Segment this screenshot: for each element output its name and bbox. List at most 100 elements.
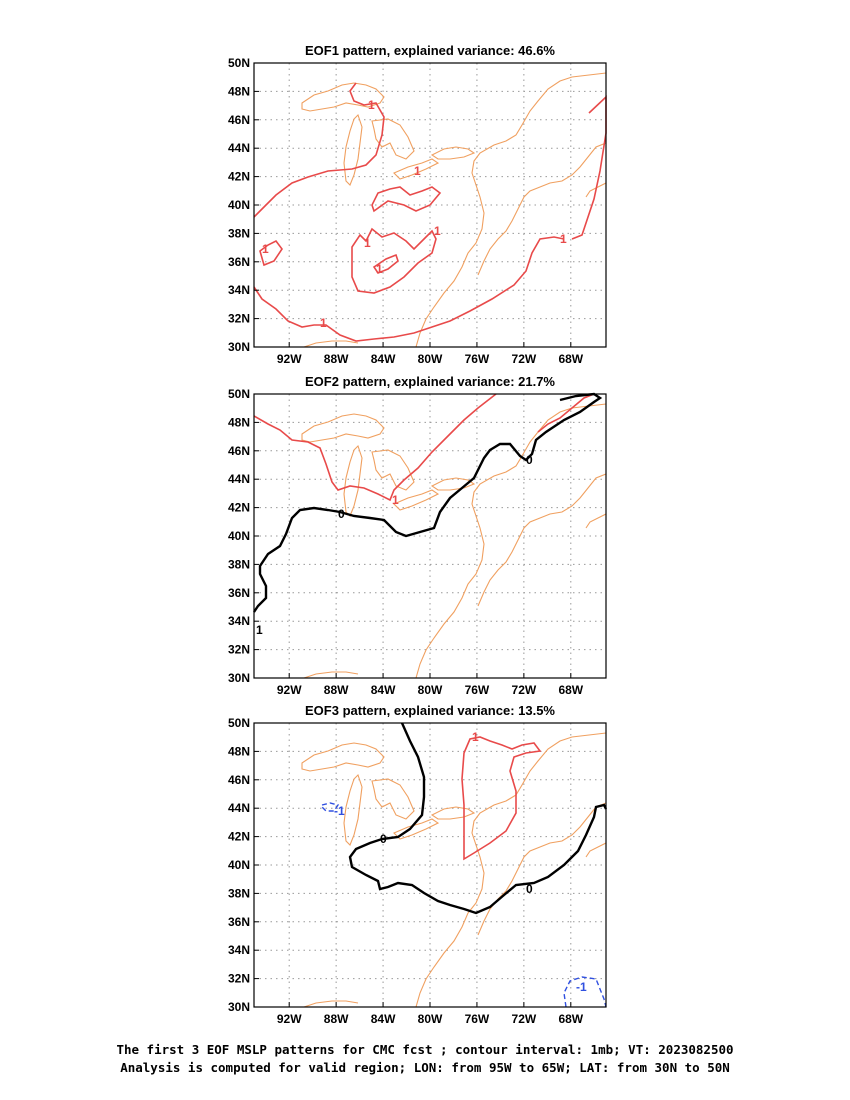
panel-title: EOF3 pattern, explained variance: 13.5%	[305, 703, 555, 718]
x-tick-label: 92W	[277, 1012, 302, 1026]
eof1-panel: 1 1 1 1 1 1 1 1 92W 88W 84W 80W 76W 72W 68W 50…	[228, 43, 607, 366]
y-tick-label: 42N	[228, 170, 250, 184]
y-tick-label: 34N	[228, 943, 250, 957]
contour-positive	[461, 736, 542, 861]
x-tick-label: 92W	[277, 352, 302, 366]
y-axis-ticks: 50N 48N 46N 44N 42N 40N 38N 36N 34N 32N 30N	[228, 56, 259, 354]
contour-positive	[571, 95, 607, 240]
y-tick-label: 46N	[228, 113, 250, 127]
contour-label: 1	[368, 98, 375, 112]
x-tick-label: 76W	[465, 1012, 490, 1026]
x-tick-label: 76W	[465, 683, 490, 697]
y-tick-label: 48N	[228, 744, 250, 758]
y-tick-label: 36N	[228, 586, 250, 600]
contour-label: 1	[320, 316, 327, 330]
contour-zero	[253, 392, 603, 613]
y-tick-label: 40N	[228, 858, 250, 872]
contour-label: 1	[392, 493, 399, 507]
contour-negative	[321, 802, 340, 812]
contour-label: 1	[560, 232, 567, 246]
coastline	[301, 732, 607, 1008]
coastline	[301, 72, 607, 348]
x-tick-label: 80W	[418, 352, 443, 366]
x-tick-label: 84W	[371, 683, 396, 697]
y-tick-label: 40N	[228, 198, 250, 212]
y-tick-label: 36N	[228, 255, 250, 269]
y-tick-label: 30N	[228, 340, 250, 354]
contour-label: -1	[334, 804, 345, 818]
y-tick-label: 30N	[228, 1000, 250, 1014]
x-tick-label: 72W	[512, 352, 537, 366]
contour-label: 0	[526, 453, 533, 467]
eof2-panel: 0 0 1 1 92W 88W 84W 80W 76W 72W 68W 50N 48N 46N 4…	[228, 374, 607, 697]
contour-label: 1	[256, 623, 263, 637]
x-tick-label: 84W	[371, 1012, 396, 1026]
y-tick-label: 50N	[228, 56, 250, 70]
y-axis-ticks: 50N 48N 46N 44N 42N 40N 38N 36N 34N 32N 30N	[228, 387, 259, 685]
y-tick-label: 48N	[228, 84, 250, 98]
contour-label: 1	[364, 236, 371, 250]
contour-positive	[259, 239, 283, 267]
x-tick-label: 68W	[558, 683, 583, 697]
x-tick-label: 68W	[558, 1012, 583, 1026]
contour-label: 1	[472, 730, 479, 744]
panel-title: EOF2 pattern, explained variance: 21.7%	[305, 374, 555, 389]
contour-positive	[371, 186, 442, 213]
x-tick-label: 72W	[512, 683, 537, 697]
contour-positive	[537, 393, 595, 433]
panel-title: EOF1 pattern, explained variance: 46.6%	[305, 43, 555, 58]
y-tick-label: 44N	[228, 801, 250, 815]
y-tick-label: 44N	[228, 472, 250, 486]
y-tick-label: 44N	[228, 141, 250, 155]
graticule-grid	[254, 722, 606, 1008]
y-tick-label: 30N	[228, 671, 250, 685]
y-tick-label: 42N	[228, 830, 250, 844]
contour-label: 1	[434, 224, 441, 238]
figure-caption-line-2: Analysis is computed for valid region; L…	[120, 1060, 730, 1075]
y-tick-label: 38N	[228, 226, 250, 240]
y-tick-label: 34N	[228, 614, 250, 628]
contour-label: -1	[576, 980, 587, 994]
contour-label: 0	[380, 832, 387, 846]
y-tick-label: 42N	[228, 501, 250, 515]
contour-label: 1	[262, 242, 269, 256]
y-tick-label: 48N	[228, 415, 250, 429]
coastline	[301, 403, 607, 679]
y-tick-label: 46N	[228, 444, 250, 458]
contour-label: 0	[526, 882, 533, 896]
contour-negative	[563, 976, 607, 1008]
y-tick-label: 32N	[228, 972, 250, 986]
y-tick-label: 38N	[228, 557, 250, 571]
x-tick-label: 72W	[512, 1012, 537, 1026]
y-tick-label: 50N	[228, 716, 250, 730]
x-tick-label: 88W	[324, 683, 349, 697]
y-tick-label: 32N	[228, 643, 250, 657]
graticule-grid	[254, 393, 606, 679]
contour-label: 0	[338, 507, 345, 521]
contour-label: 1	[376, 262, 383, 276]
y-axis-ticks: 50N 48N 46N 44N 42N 40N 38N 36N 34N 32N 30N	[228, 716, 259, 1014]
contour-zero	[348, 722, 608, 915]
x-tick-label: 84W	[371, 352, 396, 366]
eof3-panel: 0 0 1 -1 -1 92W 88W 84W 80W 76W 72W 68W 50N 48N…	[228, 703, 608, 1026]
x-axis-ticks: 92W 88W 84W 80W 76W 72W 68W	[277, 1002, 584, 1026]
contour-positive	[253, 236, 565, 342]
y-tick-label: 32N	[228, 312, 250, 326]
x-axis-ticks: 92W 88W 84W 80W 76W 72W 68W	[277, 673, 584, 697]
x-tick-label: 88W	[324, 352, 349, 366]
y-tick-label: 36N	[228, 915, 250, 929]
contour-positive	[253, 393, 497, 502]
contour-label: 1	[414, 164, 421, 178]
x-tick-label: 92W	[277, 683, 302, 697]
figure-caption-line-1: The first 3 EOF MSLP patterns for CMC fc…	[116, 1042, 734, 1057]
y-tick-label: 50N	[228, 387, 250, 401]
x-axis-ticks: 92W 88W 84W 80W 76W 72W 68W	[277, 342, 584, 366]
y-tick-label: 38N	[228, 886, 250, 900]
contour-positive	[253, 82, 385, 218]
y-tick-label: 34N	[228, 283, 250, 297]
x-tick-label: 80W	[418, 1012, 443, 1026]
contour-positive	[372, 253, 399, 274]
x-tick-label: 88W	[324, 1012, 349, 1026]
x-tick-label: 68W	[558, 352, 583, 366]
